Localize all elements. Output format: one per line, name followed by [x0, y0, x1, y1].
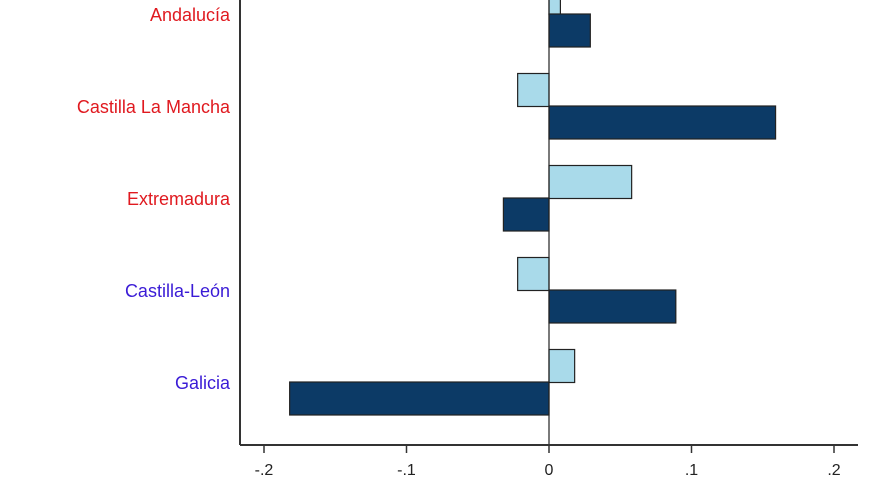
bar-series-1: [517, 72, 550, 108]
x-tick-label: .1: [685, 462, 698, 479]
category-label: Castilla La Mancha: [77, 97, 231, 117]
x-tick-label: .2: [827, 462, 840, 479]
x-tick-label: -.1: [397, 462, 416, 479]
category-label: Castilla-León: [125, 281, 230, 301]
category-labels: Andalucía Castilla La Mancha Extremadura Ca…: [77, 5, 231, 393]
category-label: Galicia: [175, 373, 231, 393]
x-axis-ticks: -.2 -.1 0 .1 .2: [255, 445, 841, 479]
bar-series-2: [548, 13, 591, 48]
bar-series-2: [548, 105, 777, 140]
category-label: Extremadura: [127, 189, 231, 209]
bars: [289, 0, 777, 445]
bar-series-1: [548, 348, 576, 384]
bar-series-2: [502, 197, 550, 232]
bar-series-2: [289, 381, 550, 416]
bar-series-1: [548, 0, 561, 16]
bar-series-1: [548, 164, 633, 200]
x-tick-label: -.2: [255, 462, 274, 479]
category-label: Andalucía: [150, 5, 231, 25]
bar-series-2: [548, 289, 677, 324]
bar-series-1: [517, 256, 550, 292]
x-tick-label: 0: [545, 462, 554, 479]
